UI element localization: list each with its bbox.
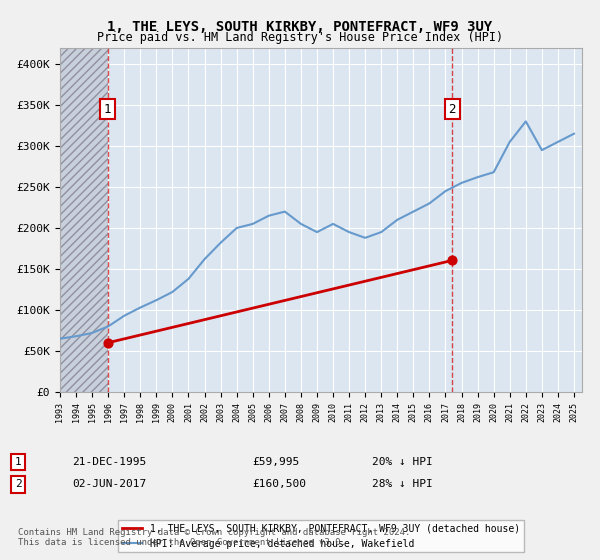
Legend: 1, THE LEYS, SOUTH KIRKBY, PONTEFRACT, WF9 3UY (detached house), HPI: Average pr: 1, THE LEYS, SOUTH KIRKBY, PONTEFRACT, W…: [118, 520, 524, 553]
Bar: [60, 48, 108, 392]
Text: 21-DEC-1995: 21-DEC-1995: [72, 457, 146, 467]
Text: 2: 2: [448, 102, 456, 115]
Text: 28% ↓ HPI: 28% ↓ HPI: [372, 479, 433, 489]
Point: [103, 338, 113, 347]
Text: 1, THE LEYS, SOUTH KIRKBY, PONTEFRACT, WF9 3UY: 1, THE LEYS, SOUTH KIRKBY, PONTEFRACT, W…: [107, 20, 493, 34]
Text: 2: 2: [14, 479, 22, 489]
Text: £59,995: £59,995: [252, 457, 299, 467]
Text: £160,500: £160,500: [252, 479, 306, 489]
Text: 20% ↓ HPI: 20% ↓ HPI: [372, 457, 433, 467]
Text: 02-JUN-2017: 02-JUN-2017: [72, 479, 146, 489]
Point: [448, 256, 457, 265]
Text: 1: 1: [104, 102, 112, 115]
Text: 1: 1: [14, 457, 22, 467]
Text: Price paid vs. HM Land Registry's House Price Index (HPI): Price paid vs. HM Land Registry's House …: [97, 31, 503, 44]
Text: Contains HM Land Registry data © Crown copyright and database right 2024.
This d: Contains HM Land Registry data © Crown c…: [18, 528, 410, 547]
